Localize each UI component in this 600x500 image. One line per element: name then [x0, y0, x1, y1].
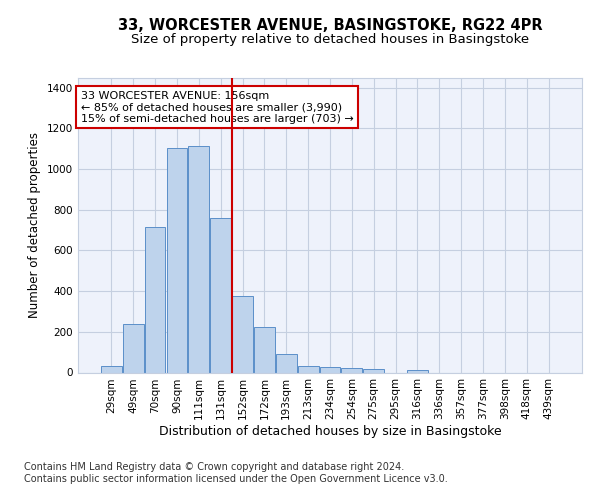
Text: Size of property relative to detached houses in Basingstoke: Size of property relative to detached ho… — [131, 32, 529, 46]
Text: 33, WORCESTER AVENUE, BASINGSTOKE, RG22 4PR: 33, WORCESTER AVENUE, BASINGSTOKE, RG22 … — [118, 18, 542, 32]
Bar — [210, 218, 231, 372]
Bar — [232, 296, 253, 372]
Bar — [364, 370, 384, 372]
Bar — [407, 370, 428, 372]
Bar — [123, 324, 143, 372]
Text: Contains HM Land Registry data © Crown copyright and database right 2024.: Contains HM Land Registry data © Crown c… — [24, 462, 404, 472]
Bar — [254, 326, 275, 372]
Bar — [276, 354, 296, 372]
Bar — [298, 366, 319, 372]
X-axis label: Distribution of detached houses by size in Basingstoke: Distribution of detached houses by size … — [158, 425, 502, 438]
Bar — [341, 368, 362, 372]
Y-axis label: Number of detached properties: Number of detached properties — [28, 132, 41, 318]
Bar — [167, 148, 187, 372]
Bar — [188, 146, 209, 372]
Bar — [101, 366, 122, 372]
Text: Contains public sector information licensed under the Open Government Licence v3: Contains public sector information licen… — [24, 474, 448, 484]
Bar — [145, 227, 166, 372]
Text: 33 WORCESTER AVENUE: 156sqm
← 85% of detached houses are smaller (3,990)
15% of : 33 WORCESTER AVENUE: 156sqm ← 85% of det… — [80, 91, 353, 124]
Bar — [320, 368, 340, 372]
